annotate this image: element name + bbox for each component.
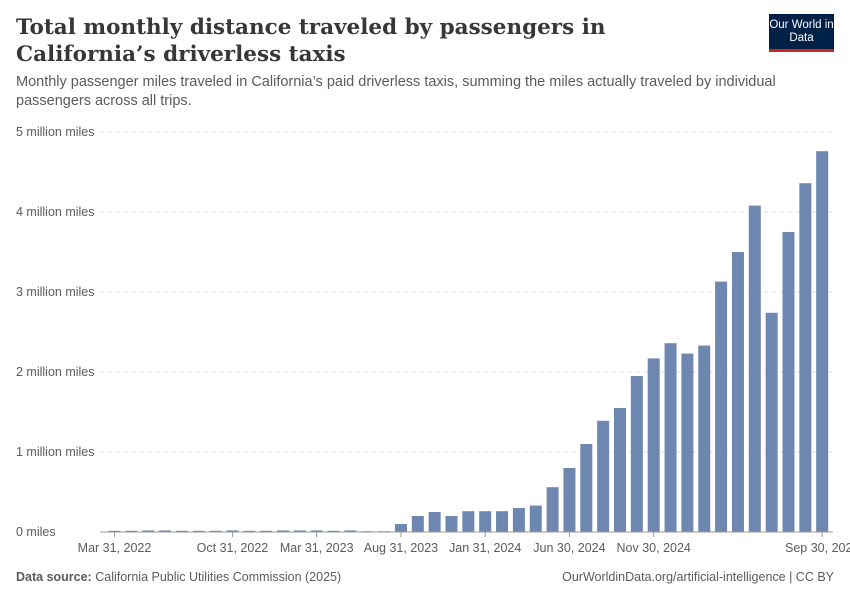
bar-2025-01 (681, 353, 694, 532)
bar-2023-03 (310, 530, 323, 532)
bar-2022-03 (108, 530, 121, 532)
bar-2023-05 (344, 530, 357, 532)
x-tick-label: Nov 30, 2024 (617, 541, 691, 555)
y-tick-label: 1 million miles (16, 445, 95, 459)
bar-2022-09 (209, 530, 222, 532)
x-tick-label: Oct 31, 2022 (197, 541, 269, 555)
owid-logo[interactable]: Our World in Data (769, 14, 834, 52)
bar-2023-12 (462, 511, 475, 532)
bar-2025-03 (715, 281, 728, 532)
x-tick-label: Aug 31, 2023 (364, 541, 438, 555)
bar-2022-11 (243, 530, 256, 532)
bar-2024-11 (647, 358, 660, 532)
bar-2024-06 (563, 468, 576, 532)
bar-2024-09 (614, 408, 626, 532)
bar-2022-06 (159, 530, 172, 532)
y-tick-label: 0 miles (16, 525, 56, 539)
bar-2024-08 (597, 420, 610, 532)
bar-2024-02 (496, 511, 509, 532)
x-tick-label: Mar 31, 2023 (280, 541, 354, 555)
y-tick-label: 2 million miles (16, 365, 95, 379)
logo-text: Our World in Data (769, 19, 834, 44)
chart-title: Total monthly distance traveled by passe… (16, 15, 606, 67)
x-tick-label: Jan 31, 2024 (449, 541, 521, 555)
bar-2025-02 (698, 345, 711, 532)
x-tick-label: Sep 30, 2025 (785, 541, 850, 555)
bar-2025-07 (782, 232, 795, 532)
bar-2022-05 (142, 530, 155, 532)
bar-2023-08 (394, 524, 407, 532)
y-tick-label: 5 million miles (16, 125, 95, 139)
x-tick-label: Mar 31, 2022 (78, 541, 152, 555)
bar-2024-12 (664, 343, 677, 532)
bar-2023-09 (411, 516, 424, 532)
bar-2022-07 (175, 530, 188, 532)
bar-2025-04 (731, 252, 744, 532)
bar-2022-10 (226, 530, 239, 532)
bar-2025-06 (765, 312, 778, 532)
y-tick-label: 4 million miles (16, 205, 95, 219)
data-source: Data source: California Public Utilities… (16, 570, 341, 584)
source-link[interactable]: California Public Utilities Commission (… (95, 570, 342, 584)
source-label: Data source: (16, 570, 92, 584)
x-tick-label: Jun 30, 2024 (533, 541, 605, 555)
bar-2025-08 (799, 183, 812, 532)
bar-2023-02 (293, 530, 306, 532)
bar-2023-10 (428, 512, 441, 532)
y-tick-label: 3 million miles (16, 285, 95, 299)
credit-link[interactable]: OurWorldinData.org/artificial-intelligen… (562, 570, 834, 584)
bar-2025-05 (748, 205, 761, 532)
bar-2024-04 (529, 505, 542, 532)
bar-2024-07 (580, 444, 593, 532)
bar-2023-11 (445, 516, 458, 532)
bar-2022-08 (192, 530, 205, 532)
bar-2024-03 (512, 508, 525, 532)
bar-2024-10 (630, 376, 643, 532)
bar-2023-04 (327, 530, 340, 532)
bar-2023-01 (277, 530, 289, 532)
bar-2024-01 (479, 511, 492, 532)
bar-2022-12 (260, 530, 273, 532)
bar-2025-09 (816, 151, 829, 532)
bar-2022-04 (125, 530, 138, 532)
bar-2024-05 (546, 487, 559, 532)
chart-subtitle: Monthly passenger miles traveled in Cali… (16, 74, 776, 109)
